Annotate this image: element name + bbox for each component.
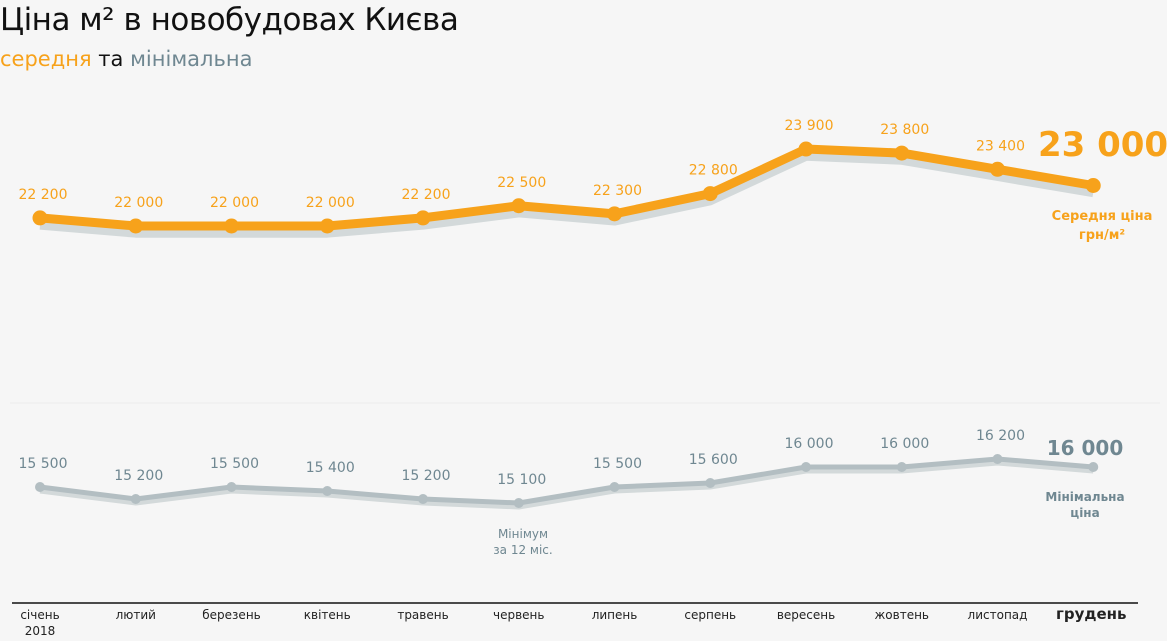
subtitle-min: мінімальна (130, 47, 253, 71)
avg-shadow (39, 151, 1095, 238)
min-data-label: 15 600 (689, 452, 738, 468)
avg-data-label: 22 200 (402, 187, 451, 203)
x-tick-label: січень (20, 608, 59, 622)
avg-data-label: 22 000 (306, 195, 355, 211)
min-data-label: 16 000 (880, 436, 929, 452)
min-data-label: 15 400 (306, 460, 355, 476)
avg-data-label: 23 800 (880, 122, 929, 138)
min-data-label: 15 200 (402, 468, 451, 484)
x-tick-label: серпень (684, 608, 736, 622)
min-point (801, 462, 811, 472)
min-data-label: 15 500 (210, 456, 259, 472)
min-last-value: 16 000 (1047, 436, 1124, 460)
min-data-label: 16 000 (785, 436, 834, 452)
x-tick-label: червень (493, 608, 544, 622)
avg-series-label: Середня ціна (1052, 209, 1153, 224)
avg-series-label: грн/м² (1079, 228, 1125, 243)
avg-data-label: 22 300 (593, 183, 642, 199)
avg-data-label: 22 000 (210, 195, 259, 211)
subtitle-avg: середня (0, 47, 92, 71)
x-tick-label: липень (592, 608, 638, 622)
avg-point (128, 218, 144, 234)
min-point (705, 478, 716, 488)
min-series-label: Мінімальна (1045, 490, 1124, 504)
min-data-label: 15 200 (114, 468, 163, 484)
avg-data-label: 22 500 (497, 175, 546, 191)
x-tick-label: 2018 (25, 624, 56, 638)
avg-point (511, 198, 527, 214)
min-line (39, 456, 1094, 506)
min-point (896, 462, 907, 472)
x-tick-label: вересень (777, 608, 835, 622)
min-point (226, 482, 237, 492)
min-data-label: 15 500 (19, 456, 68, 472)
avg-data-label: 23 400 (976, 138, 1025, 154)
min-point (35, 482, 45, 492)
avg-point (415, 210, 431, 226)
min-annotation: Мінімум (498, 527, 548, 541)
chart-title: Ціна м² в новобудовах Києва (0, 2, 459, 38)
x-tick-label: квітень (304, 608, 351, 622)
avg-point (607, 206, 622, 222)
avg-data-label: 23 900 (785, 118, 834, 134)
x-tick-label: грудень (1056, 605, 1127, 623)
avg-data-label: 22 000 (114, 195, 163, 211)
avg-point (32, 210, 48, 226)
chart-subtitle: середня та мінімальна (0, 47, 252, 71)
avg-point (894, 145, 910, 161)
avg-last-value: 23 000 (1038, 125, 1167, 165)
x-tick-label: жовтень (874, 608, 929, 622)
x-tick-label: листопад (968, 608, 1028, 622)
avg-line (39, 144, 1095, 231)
avg-data-label: 22 800 (689, 163, 738, 179)
min-annotation: за 12 міс. (493, 543, 552, 557)
min-data-label: 15 100 (497, 472, 546, 488)
min-data-label: 16 200 (976, 428, 1025, 444)
subtitle-and: та (98, 47, 124, 71)
min-shadow (39, 460, 1094, 510)
x-tick-label: березень (202, 608, 260, 622)
min-point (992, 454, 1003, 464)
min-data-label: 15 500 (593, 456, 642, 472)
min-point (130, 494, 141, 504)
avg-point (319, 218, 335, 234)
min-point (513, 498, 524, 508)
min-series-label: ціна (1070, 506, 1099, 520)
min-point (418, 494, 428, 504)
x-tick-label: лютий (116, 608, 156, 622)
min-point (1088, 462, 1099, 472)
avg-point (1085, 178, 1101, 193)
avg-point (224, 218, 239, 234)
x-tick-label: травень (397, 608, 448, 622)
avg-point (798, 141, 814, 157)
avg-data-label: 22 200 (19, 187, 68, 203)
avg-point (702, 186, 718, 202)
min-point (322, 486, 333, 496)
min-point (609, 482, 620, 492)
avg-point (990, 161, 1005, 177)
